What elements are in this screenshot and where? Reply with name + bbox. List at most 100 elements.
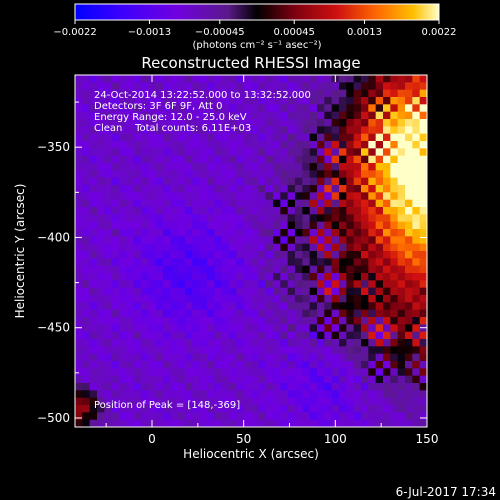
heatmap-pixel: [390, 229, 399, 237]
heatmap-pixel: [361, 295, 369, 303]
heatmap-pixel: [243, 97, 252, 105]
heatmap-pixel: [265, 309, 274, 318]
heatmap-pixel: [397, 133, 406, 142]
heatmap-pixel: [280, 141, 289, 149]
heatmap-pixel: [265, 419, 274, 427]
heatmap-pixel: [89, 89, 98, 98]
heatmap-pixel: [258, 104, 267, 113]
heatmap-pixel: [390, 317, 399, 325]
heatmap-pixel: [229, 368, 237, 377]
heatmap-pixel: [419, 155, 427, 164]
heatmap-pixel: [133, 133, 142, 142]
heatmap-pixel: [317, 251, 325, 259]
heatmap-pixel: [177, 251, 186, 259]
heatmap-pixel: [383, 368, 391, 377]
heatmap-pixel: [89, 192, 98, 201]
heatmap-pixel: [141, 273, 149, 281]
heatmap-pixel: [170, 236, 179, 245]
heatmap-pixel: [251, 397, 259, 406]
heatmap-pixel: [383, 229, 391, 237]
heatmap-pixel: [258, 258, 267, 267]
heatmap-pixel: [170, 141, 179, 149]
heatmap-pixel: [155, 368, 164, 377]
heatmap-pixel: [317, 163, 325, 171]
heatmap-pixel: [141, 412, 149, 421]
heatmap-pixel: [419, 170, 427, 179]
heatmap-pixel: [170, 170, 179, 179]
heatmap-pixel: [295, 251, 303, 259]
heatmap-pixel: [302, 331, 311, 340]
heatmap-pixel: [251, 97, 259, 105]
heatmap-pixel: [185, 243, 193, 252]
heatmap-pixel: [309, 133, 318, 142]
heatmap-pixel: [170, 221, 179, 230]
heatmap-pixel: [280, 273, 289, 281]
heatmap-pixel: [265, 119, 274, 127]
heatmap-pixel: [141, 390, 149, 399]
heatmap-pixel: [265, 324, 274, 333]
heatmap-pixel: [302, 170, 311, 179]
heatmap-pixel: [243, 339, 252, 347]
heatmap-pixel: [419, 353, 427, 362]
heatmap-pixel: [251, 353, 259, 362]
heatmap-pixel: [163, 82, 171, 91]
heatmap-pixel: [126, 258, 135, 267]
heatmap-pixel: [163, 221, 171, 230]
heatmap-pixel: [339, 251, 347, 259]
heatmap-pixel: [82, 155, 91, 164]
heatmap-pixel: [104, 111, 113, 120]
heatmap-pixel: [133, 243, 142, 252]
heatmap-pixel: [243, 170, 252, 179]
heatmap-pixel: [89, 324, 98, 333]
heatmap-pixel: [75, 405, 83, 413]
heatmap-pixel: [397, 82, 406, 91]
heatmap-pixel: [82, 214, 91, 223]
heatmap-pixel: [148, 133, 157, 142]
heatmap-pixel: [339, 412, 347, 421]
heatmap-pixel: [309, 309, 318, 318]
heatmap-pixel: [170, 229, 179, 237]
heatmap-pixel: [163, 383, 171, 391]
heatmap-pixel: [390, 397, 399, 406]
heatmap-pixel: [295, 97, 303, 105]
heatmap-pixel: [97, 163, 105, 171]
heatmap-pixel: [346, 280, 355, 289]
heatmap-pixel: [141, 199, 149, 208]
heatmap-pixel: [207, 133, 215, 142]
heatmap-pixel: [302, 317, 311, 325]
heatmap-pixel: [185, 104, 193, 113]
heatmap-pixel: [317, 331, 325, 340]
heatmap-pixel: [221, 390, 230, 399]
heatmap-pixel: [353, 207, 362, 215]
heatmap-pixel: [192, 148, 201, 157]
heatmap-pixel: [412, 199, 421, 208]
heatmap-pixel: [302, 405, 311, 413]
heatmap-pixel: [309, 258, 318, 267]
heatmap-pixel: [97, 295, 105, 303]
colorbar-tick-label: 0.0013: [347, 27, 382, 38]
heatmap-pixel: [170, 302, 179, 311]
heatmap-pixel: [412, 185, 421, 193]
heatmap-pixel: [170, 251, 179, 259]
heatmap-pixel: [295, 89, 303, 98]
heatmap-pixel: [287, 251, 296, 259]
heatmap-pixel: [104, 309, 113, 318]
heatmap-pixel: [375, 397, 384, 406]
heatmap-pixel: [397, 390, 406, 399]
heatmap-pixel: [192, 251, 201, 259]
heatmap-pixel: [119, 214, 127, 223]
heatmap-pixel: [119, 148, 127, 157]
heatmap-pixel: [192, 192, 201, 201]
heatmap-pixel: [361, 221, 369, 230]
heatmap-pixel: [170, 177, 179, 186]
heatmap-pixel: [75, 89, 83, 98]
heatmap-pixel: [383, 258, 391, 267]
heatmap-pixel: [317, 405, 325, 413]
heatmap-pixel: [82, 177, 91, 186]
heatmap-pixel: [89, 199, 98, 208]
heatmap-pixel: [243, 185, 252, 193]
heatmap-pixel: [75, 251, 83, 259]
heatmap-pixel: [353, 309, 362, 318]
heatmap-pixel: [207, 368, 215, 377]
